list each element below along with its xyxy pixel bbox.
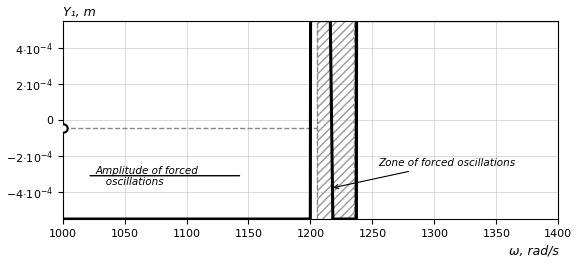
Text: Amplitude of forced
   oscillations: Amplitude of forced oscillations [96, 166, 199, 187]
Text: Y₁, m: Y₁, m [62, 6, 95, 18]
Text: ω, rad/s: ω, rad/s [509, 245, 558, 258]
Text: Zone of forced oscillations: Zone of forced oscillations [334, 158, 516, 189]
Bar [317, 21, 354, 219]
